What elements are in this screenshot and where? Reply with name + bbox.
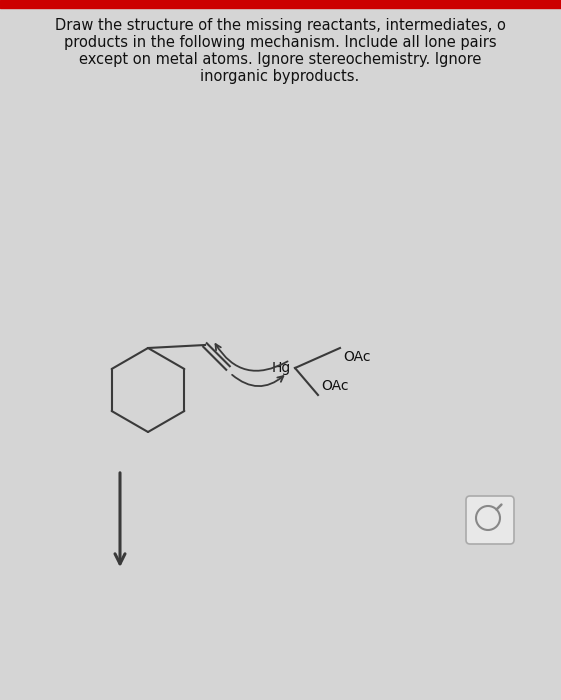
Text: products in the following mechanism. Include all lone pairs: products in the following mechanism. Inc…	[64, 35, 496, 50]
FancyBboxPatch shape	[466, 496, 514, 544]
Text: inorganic byproducts.: inorganic byproducts.	[200, 69, 360, 84]
Bar	[0, 0, 561, 8]
Text: OAc: OAc	[321, 379, 348, 393]
Text: Hg: Hg	[272, 361, 291, 375]
Text: OAc: OAc	[343, 350, 370, 364]
Text: except on metal atoms. Ignore stereochemistry. Ignore: except on metal atoms. Ignore stereochem…	[79, 52, 481, 67]
Text: Draw the structure of the missing reactants, intermediates, o: Draw the structure of the missing reacta…	[54, 18, 505, 33]
